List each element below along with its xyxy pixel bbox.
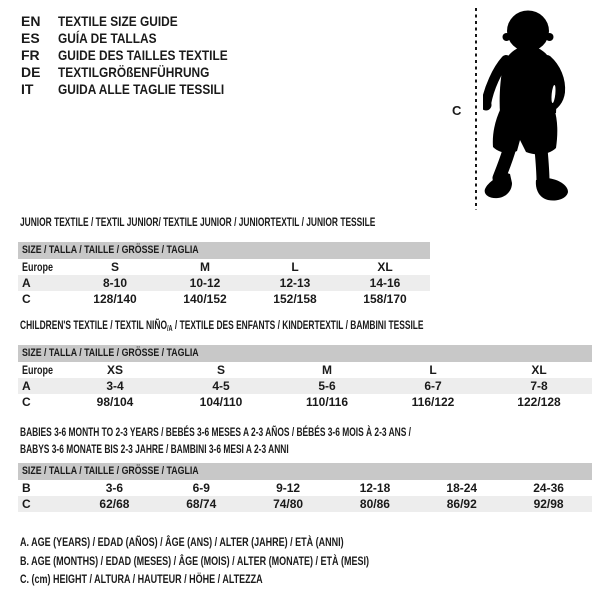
height-cell: 68/74 (186, 497, 217, 511)
age-cell: 6-9 (192, 481, 210, 495)
children-title-text: CHILDREN'S TEXTILE / TEXTIL NIÑO/A / TEX… (20, 318, 424, 333)
size-cell: L (429, 363, 437, 377)
height-cell: 122/128 (517, 395, 561, 409)
row-label: C (22, 292, 31, 306)
age-cell: 8-10 (102, 276, 128, 290)
size-header-text: SIZE / TALLA / TAILLE / GRÖSSE / TAGLIA (22, 244, 199, 256)
row-label: B (22, 481, 31, 495)
children-table: SIZE / TALLA / TAILLE / GRÖSSE / TAGLIA … (18, 345, 592, 410)
babies-section-title: BABIES 3-6 MONTH TO 2-3 YEARS / BEBÉS 3-… (20, 424, 579, 458)
height-cell: 158/170 (363, 292, 407, 306)
age-cell: 7-8 (530, 379, 548, 393)
height-cell: 116/122 (411, 395, 455, 409)
size-cell: S (110, 260, 119, 274)
language-code: FR (21, 47, 40, 63)
legend: A. AGE (YEARS) / EDAD (AÑOS) / ÂGE (ANS)… (20, 533, 485, 589)
region-label: Europe (22, 363, 54, 377)
row-label: A (22, 379, 31, 393)
children-section-title: CHILDREN'S TEXTILE / TEXTIL NIÑO/A / TEX… (20, 318, 596, 333)
legend-line-a: A. AGE (YEARS) / EDAD (AÑOS) / ÂGE (ANS)… (20, 535, 344, 549)
junior-title-text: JUNIOR TEXTILE / TEXTIL JUNIOR/ TEXTILE … (20, 215, 376, 229)
age-years-row: A 3-4 4-5 5-6 6-7 7-8 (18, 378, 592, 394)
babies-title-line2: BABYS 3-6 MONATE BIS 2-3 JAHRE / BAMBINI… (20, 442, 289, 456)
junior-section-title: JUNIOR TEXTILE / TEXTIL JUNIOR/ TEXTILE … (20, 215, 528, 229)
height-cell: 74/80 (273, 497, 304, 511)
height-cm-row: C 62/68 68/74 74/80 80/86 86/92 92/98 (18, 496, 592, 512)
language-label: GUÍA DE TALLAS (58, 30, 157, 46)
height-cell: 80/86 (359, 497, 390, 511)
size-cell: S (216, 363, 225, 377)
legend-line-b: B. AGE (MONTHS) / EDAD (MESES) / ÂGE (MO… (20, 553, 369, 568)
language-row: FR GUIDE DES TAILLES TEXTILE (21, 47, 258, 64)
age-cell: 9-12 (276, 481, 301, 495)
age-cell: 12-13 (279, 276, 311, 290)
age-cell: 3-6 (105, 481, 124, 495)
size-header-bar: SIZE / TALLA / TAILLE / GRÖSSE / TAGLIA (18, 463, 592, 480)
size-cell: XL (531, 363, 547, 377)
age-cell: 4-5 (212, 379, 230, 393)
baby-silhouette (483, 10, 568, 201)
row-label: C (22, 395, 31, 409)
size-header-bar: SIZE / TALLA / TAILLE / GRÖSSE / TAGLIA (18, 242, 430, 259)
babies-title-line1: BABIES 3-6 MONTH TO 2-3 YEARS / BEBÉS 3-… (20, 425, 412, 439)
language-list: EN TEXTILE SIZE GUIDE ES GUÍA DE TALLAS … (21, 13, 258, 98)
height-cell: 152/158 (273, 292, 317, 306)
title-subscript: /A (166, 324, 173, 333)
language-row: IT GUIDA ALLE TAGLIE TESSILI (21, 81, 258, 98)
age-cell: 14-16 (369, 276, 401, 290)
age-years-row: A 8-10 10-12 12-13 14-16 (18, 275, 430, 291)
legend-line-c: C. (cm) HEIGHT / ALTURA / HAUTEUR / HÖHE… (20, 572, 263, 586)
language-code: IT (21, 81, 34, 97)
age-cell: 10-12 (189, 276, 221, 290)
size-cell: XL (377, 260, 393, 274)
size-cell: M (200, 260, 210, 274)
age-cell: 6-7 (424, 379, 442, 393)
language-label: TEXTILE SIZE GUIDE (58, 13, 178, 29)
age-cell: 24-36 (533, 481, 564, 495)
age-cell: 18-24 (446, 481, 478, 495)
height-cell: 104/110 (199, 395, 243, 409)
europe-size-row: Europe XS S M L XL (18, 362, 592, 378)
language-label: TEXTILGRÖßENFÜHRUNG (58, 64, 210, 80)
height-cell: 128/140 (93, 292, 137, 306)
language-code: EN (21, 13, 41, 29)
height-cell: 86/92 (446, 497, 477, 511)
row-label: A (22, 276, 31, 290)
age-cell: 5-6 (318, 379, 336, 393)
language-code: ES (21, 30, 40, 46)
babies-table: SIZE / TALLA / TAILLE / GRÖSSE / TAGLIA … (18, 463, 592, 512)
height-cell: 92/98 (533, 497, 564, 511)
size-cell: XS (106, 363, 123, 377)
language-label: GUIDA ALLE TAGLIE TESSILI (58, 81, 225, 97)
age-cell: 3-4 (106, 379, 124, 393)
language-row: ES GUÍA DE TALLAS (21, 30, 258, 47)
height-cell: 62/68 (99, 497, 130, 511)
height-cm-row: C 98/104 104/110 110/116 116/122 122/128 (18, 394, 592, 410)
language-row: DE TEXTILGRÖßENFÜHRUNG (21, 64, 258, 81)
size-cell: M (322, 363, 332, 377)
language-row: EN TEXTILE SIZE GUIDE (21, 13, 258, 30)
age-cell: 12-18 (359, 481, 391, 495)
size-header-text: SIZE / TALLA / TAILLE / GRÖSSE / TAGLIA (22, 347, 199, 359)
junior-table: SIZE / TALLA / TAILLE / GRÖSSE / TAGLIA … (18, 242, 430, 307)
height-cell: 140/152 (183, 292, 227, 306)
height-measure-dashed-line (475, 8, 477, 210)
size-header-text: SIZE / TALLA / TAILLE / GRÖSSE / TAGLIA (22, 465, 199, 477)
size-header-bar: SIZE / TALLA / TAILLE / GRÖSSE / TAGLIA (18, 345, 592, 362)
age-months-row: B 3-6 6-9 9-12 12-18 18-24 24-36 (18, 480, 592, 496)
region-label: Europe (22, 260, 54, 274)
language-code: DE (21, 64, 41, 80)
height-cm-row: C 128/140 140/152 152/158 158/170 (18, 291, 430, 307)
height-marker-label: C (452, 103, 462, 118)
language-label: GUIDE DES TAILLES TEXTILE (58, 47, 228, 63)
height-cell: 110/116 (305, 395, 349, 409)
row-label: C (22, 497, 31, 511)
size-cell: L (291, 260, 299, 274)
europe-size-row: Europe S M L XL (18, 259, 430, 275)
height-cell: 98/104 (96, 395, 134, 409)
